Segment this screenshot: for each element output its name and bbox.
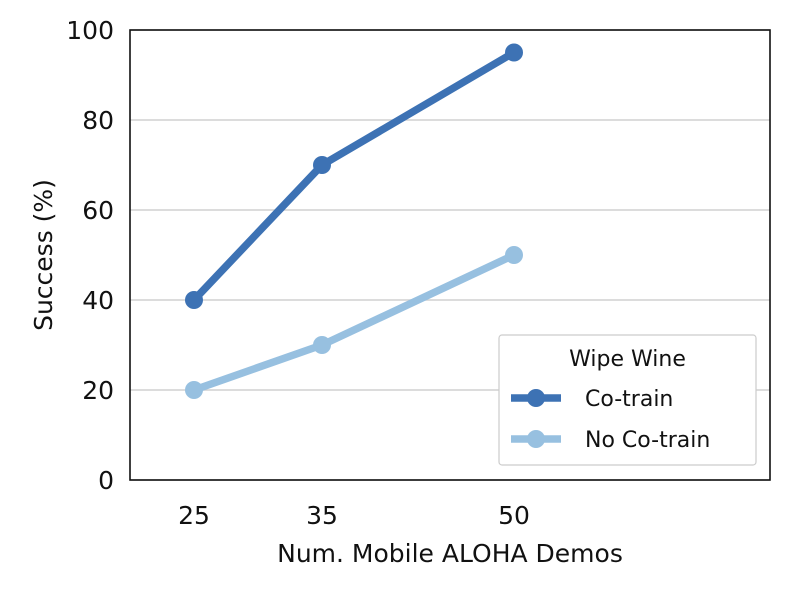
x-axis-label: Num. Mobile ALOHA Demos [277, 539, 623, 568]
legend-entry-label: Co-train [585, 387, 673, 412]
legend-swatch-marker [527, 389, 545, 407]
legend-items: Co-train No Co-train [511, 387, 710, 453]
y-tick-label: 20 [82, 376, 114, 405]
y-tick-label: 60 [82, 196, 114, 225]
plot-frame [129, 29, 771, 481]
legend-entry-label: No Co-train [585, 428, 710, 453]
y-tick-label: 0 [98, 466, 114, 495]
series-lines [185, 43, 523, 399]
legend: Wipe Wine Co-train No Co-train [498, 334, 757, 466]
x-tick-label: 35 [306, 501, 338, 530]
series-line-0 [190, 48, 518, 304]
data-point [505, 246, 523, 264]
data-point [313, 336, 331, 354]
x-tick-label: 25 [178, 501, 210, 530]
data-point [505, 43, 523, 62]
legend-box [498, 334, 757, 466]
y-axis-label: Success (%) [29, 179, 58, 331]
x-axis-ticks: 25 35 50 [178, 501, 530, 530]
y-axis-ticks: 0 20 40 60 80 100 [66, 16, 114, 495]
y-tick-label: 40 [82, 286, 114, 315]
x-tick-label: 50 [498, 501, 530, 530]
y-tick-label: 80 [82, 106, 114, 135]
series-line-1 [190, 251, 518, 394]
data-point [313, 156, 331, 174]
legend-swatch-marker [527, 430, 545, 448]
data-point [185, 381, 203, 399]
legend-title: Wipe Wine [569, 347, 686, 372]
y-tick-label: 100 [66, 16, 114, 45]
data-point [185, 291, 203, 309]
